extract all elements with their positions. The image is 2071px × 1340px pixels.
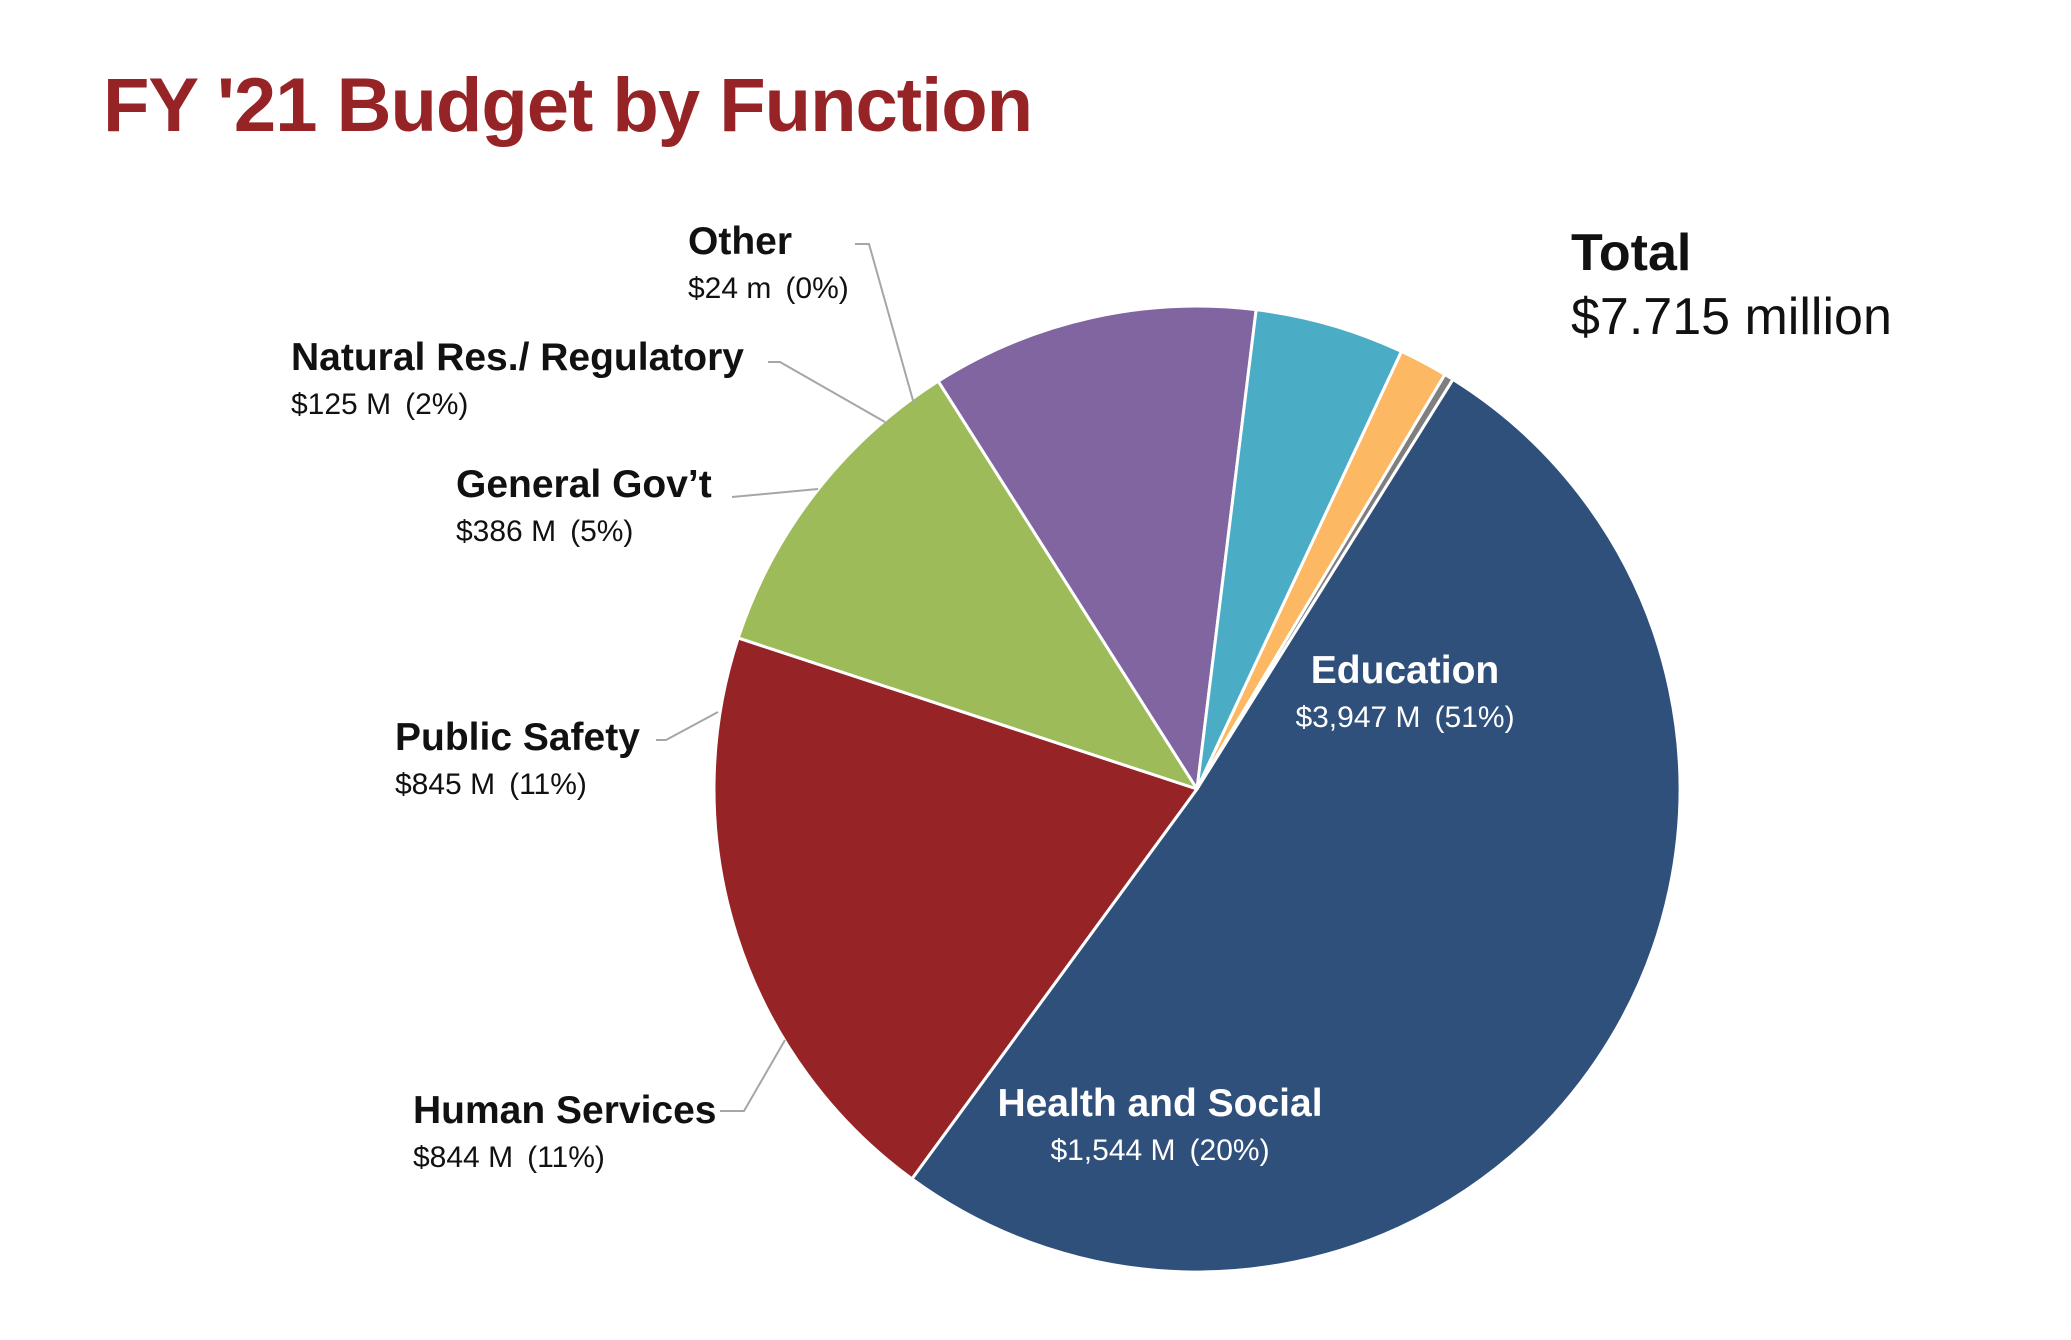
slice-value-human-services: $844 M (11%) (413, 1141, 605, 1174)
slice-label-education: Education (1311, 649, 1500, 692)
slice-label-health-and-social: Health and Social (997, 1082, 1322, 1125)
slice-percent-general-gov-t: (5%) (570, 515, 633, 548)
pie-slice-public-safety (936, 304, 1258, 791)
slice-label-general-gov-t: General Gov’t (456, 463, 712, 506)
total-label: Total (1571, 224, 1692, 282)
pie-slice-health-and-social (712, 636, 1199, 1181)
slice-amount-other: $24 m (688, 272, 771, 305)
pie-slice-other (1195, 372, 1455, 791)
leader-line-human-services (720, 1039, 786, 1112)
slice-value-health-and-social: $1,544 M (20%) (1050, 1134, 1269, 1167)
slice-label-natural-res-regulatory: Natural Res./ Regulatory (291, 336, 744, 379)
slice-percent-natural-res-regulatory: (2%) (405, 388, 468, 421)
total-summary: Total $7.715 million (1571, 222, 1892, 350)
slice-amount-general-gov-t: $386 M (456, 515, 556, 548)
total-value: $7.715 million (1571, 288, 1892, 346)
leader-line-public-safety (656, 711, 719, 741)
slice-label-public-safety: Public Safety (395, 716, 640, 759)
pie-slice-general-gov-t (1195, 308, 1403, 791)
slice-labels: Education $3,947 M (51%) Health and Social $… (291, 220, 1515, 1174)
slice-label-other: Other (688, 220, 792, 263)
leader-line-natural-res-regulatory (768, 361, 886, 423)
slice-percent-education: (51%) (1435, 701, 1515, 734)
slice-amount-health-and-social: $1,544 M (1050, 1134, 1175, 1167)
slice-percent-public-safety: (11%) (509, 768, 587, 801)
leader-lines (656, 243, 915, 1112)
slice-percent-human-services: (11%) (527, 1141, 605, 1174)
leader-line-general-gov-t (731, 488, 819, 498)
slice-value-education: $3,947 M (51%) (1295, 701, 1514, 734)
leader-line-other (855, 243, 915, 405)
slice-amount-public-safety: $845 M (395, 768, 495, 801)
slice-percent-health-and-social: (20%) (1190, 1134, 1270, 1167)
slice-label-human-services: Human Services (413, 1089, 717, 1132)
slice-percent-other: (0%) (785, 272, 848, 305)
pie-slice-education (910, 377, 1682, 1274)
slice-amount-natural-res-regulatory: $125 M (291, 388, 391, 421)
slice-value-general-gov-t: $386 M (5%) (456, 515, 633, 548)
slice-amount-education: $3,947 M (1295, 701, 1420, 734)
slice-value-other: $24 m (0%) (688, 272, 849, 305)
chart-title: FY '21 Budget by Function (103, 63, 1033, 148)
slice-value-public-safety: $845 M (11%) (395, 768, 587, 801)
slice-value-natural-res-regulatory: $125 M (2%) (291, 388, 468, 421)
pie-slices (712, 304, 1682, 1274)
slice-amount-human-services: $844 M (413, 1141, 513, 1174)
